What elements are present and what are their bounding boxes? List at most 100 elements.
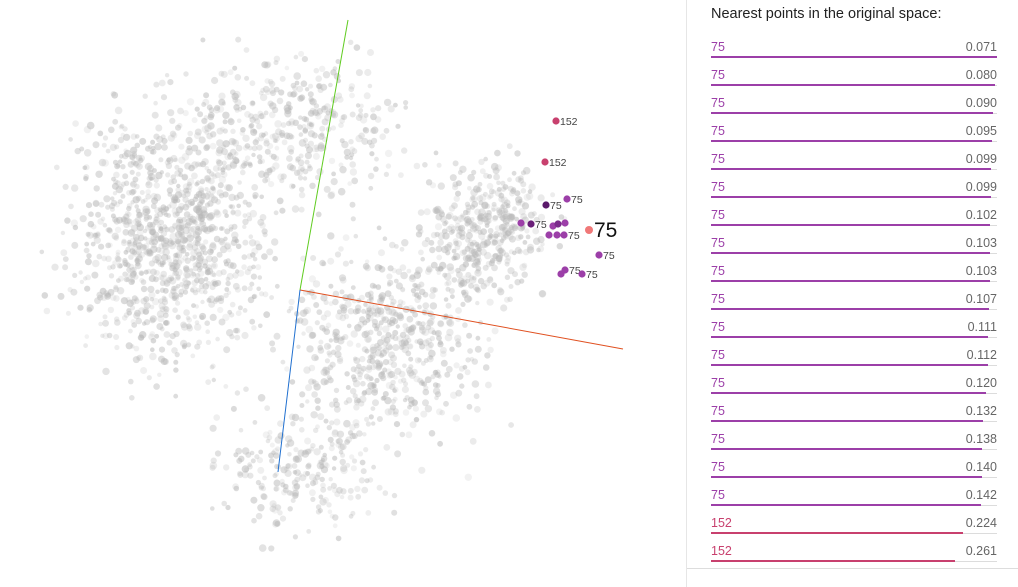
data-point[interactable] [290, 498, 296, 503]
data-point[interactable] [504, 221, 510, 227]
data-point[interactable] [162, 312, 169, 319]
data-point[interactable] [471, 195, 478, 203]
data-point[interactable] [301, 331, 306, 336]
data-point[interactable] [308, 83, 314, 89]
data-point[interactable] [127, 161, 135, 168]
data-point[interactable] [252, 139, 259, 146]
data-point[interactable] [132, 233, 140, 241]
data-point[interactable] [469, 241, 475, 247]
data-point[interactable] [192, 231, 201, 239]
data-point[interactable] [448, 205, 456, 212]
data-point[interactable] [283, 487, 290, 494]
data-point[interactable] [377, 339, 384, 346]
data-point[interactable] [212, 281, 217, 286]
data-point[interactable] [339, 276, 347, 284]
data-point[interactable] [280, 173, 287, 180]
data-point[interactable] [380, 375, 387, 382]
data-point[interactable] [130, 146, 138, 154]
data-point[interactable] [345, 436, 352, 444]
data-point[interactable] [400, 338, 409, 347]
data-point[interactable] [96, 253, 103, 260]
data-point[interactable] [382, 490, 389, 496]
data-point[interactable] [171, 347, 178, 354]
data-point[interactable] [194, 132, 201, 140]
data-point[interactable] [532, 227, 540, 235]
data-point[interactable] [153, 216, 159, 222]
data-point[interactable] [249, 116, 256, 124]
data-point[interactable] [105, 255, 112, 262]
data-point[interactable] [273, 55, 281, 62]
data-point[interactable] [430, 314, 436, 320]
data-point[interactable] [355, 304, 362, 311]
neighbor-point[interactable] [553, 231, 561, 239]
data-point[interactable] [436, 408, 443, 416]
data-point[interactable] [170, 288, 177, 295]
data-point[interactable] [312, 280, 321, 288]
data-point[interactable] [114, 316, 120, 322]
data-point[interactable] [142, 321, 147, 326]
data-point[interactable] [349, 259, 354, 265]
data-point[interactable] [147, 169, 154, 177]
data-point[interactable] [486, 298, 494, 306]
data-point[interactable] [338, 274, 347, 282]
data-point[interactable] [214, 210, 222, 218]
selected-point[interactable] [585, 226, 593, 234]
data-point[interactable] [158, 247, 165, 255]
data-point[interactable] [475, 260, 481, 266]
data-point[interactable] [231, 138, 238, 145]
data-point[interactable] [87, 220, 95, 228]
data-point[interactable] [471, 262, 477, 268]
data-point[interactable] [86, 304, 94, 312]
data-point[interactable] [195, 261, 202, 269]
data-point[interactable] [383, 171, 389, 177]
data-point[interactable] [384, 408, 392, 416]
data-point[interactable] [262, 85, 270, 93]
data-point[interactable] [394, 450, 402, 458]
data-point[interactable] [211, 377, 216, 383]
data-point[interactable] [320, 486, 327, 493]
data-point[interactable] [175, 274, 181, 280]
data-point[interactable] [284, 366, 290, 372]
data-point[interactable] [353, 233, 359, 239]
data-point[interactable] [419, 326, 427, 334]
data-point[interactable] [412, 311, 418, 318]
data-point[interactable] [369, 343, 377, 351]
data-point[interactable] [142, 307, 150, 315]
data-point[interactable] [342, 334, 349, 340]
data-point[interactable] [129, 180, 137, 188]
data-point[interactable] [168, 292, 176, 299]
data-point[interactable] [142, 208, 150, 216]
data-point[interactable] [401, 385, 409, 394]
data-point[interactable] [196, 287, 201, 293]
data-point[interactable] [403, 340, 410, 346]
data-point[interactable] [340, 466, 348, 475]
data-point[interactable] [328, 283, 334, 289]
data-point[interactable] [104, 292, 112, 300]
data-point[interactable] [150, 268, 157, 276]
data-point[interactable] [242, 308, 248, 313]
data-point[interactable] [97, 218, 104, 225]
data-point[interactable] [477, 213, 484, 220]
data-point[interactable] [173, 157, 178, 163]
data-point[interactable] [359, 103, 364, 109]
data-point[interactable] [126, 205, 132, 212]
data-point[interactable] [60, 230, 66, 236]
data-point[interactable] [474, 269, 482, 277]
data-point[interactable] [434, 231, 440, 238]
data-point[interactable] [162, 205, 169, 212]
data-point[interactable] [86, 307, 93, 313]
data-point[interactable] [449, 346, 455, 352]
data-point[interactable] [514, 279, 521, 286]
data-point[interactable] [311, 379, 317, 384]
data-point[interactable] [157, 227, 164, 234]
data-point[interactable] [350, 465, 357, 472]
data-point[interactable] [484, 223, 490, 228]
data-point[interactable] [405, 350, 412, 357]
data-point[interactable] [129, 248, 136, 255]
data-point[interactable] [251, 325, 257, 331]
data-point[interactable] [427, 342, 434, 348]
data-point[interactable] [514, 216, 519, 222]
data-point[interactable] [454, 334, 462, 342]
data-point[interactable] [381, 316, 387, 322]
data-point[interactable] [181, 173, 189, 181]
